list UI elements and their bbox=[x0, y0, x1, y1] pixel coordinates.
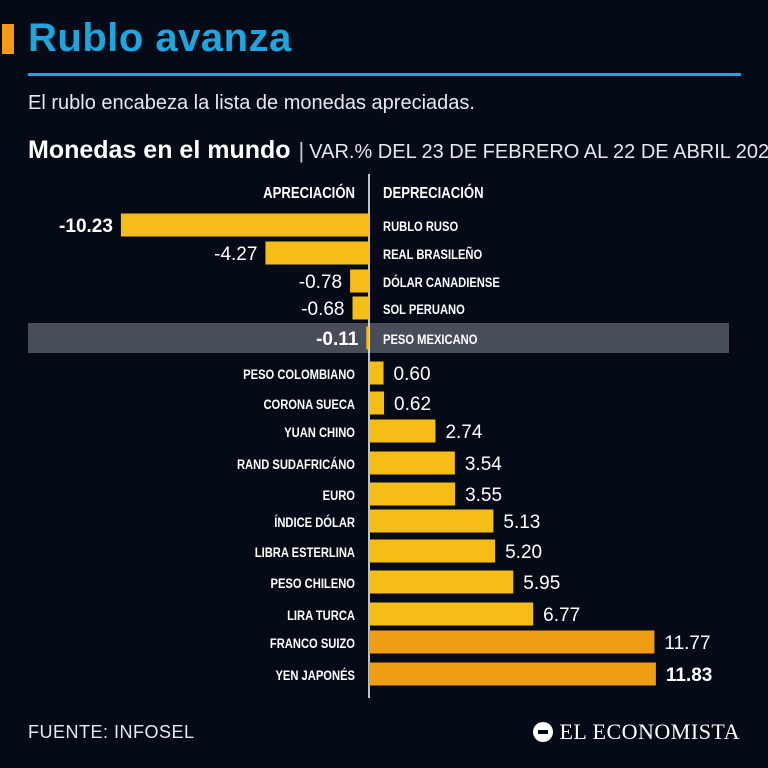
bar bbox=[369, 482, 456, 506]
category-label: FRANCO SUIZO bbox=[270, 636, 355, 651]
data-label: 5.13 bbox=[503, 512, 540, 533]
category-label: REAL BRASILEÑO bbox=[383, 246, 482, 263]
category-label: ÍNDICE DÓLAR bbox=[274, 514, 355, 531]
data-label: 3.54 bbox=[465, 454, 502, 475]
data-label: -0.78 bbox=[299, 272, 342, 293]
category-label: PESO CHILENO bbox=[271, 576, 356, 591]
data-label: -10.23 bbox=[59, 216, 113, 237]
bar bbox=[120, 213, 369, 237]
category-label: PESO COLOMBIANO bbox=[243, 367, 355, 382]
category-label: RUBLO RUSO bbox=[383, 219, 458, 234]
brand-logo: EL ECONOMISTA bbox=[533, 719, 740, 745]
bar bbox=[369, 539, 496, 563]
bar bbox=[369, 361, 384, 385]
bar bbox=[350, 269, 369, 293]
title-accent-bar bbox=[2, 24, 14, 54]
category-label: RAND SUDAFRICÁNO bbox=[237, 456, 355, 473]
category-label: YEN JAPONÉS bbox=[275, 667, 355, 684]
data-label: 5.20 bbox=[505, 542, 542, 563]
bar bbox=[369, 662, 656, 686]
chart-heading: Monedas en el mundo | VAR.% DEL 23 DE FEBR… bbox=[28, 136, 768, 165]
category-label: DÓLAR CANADIENSE bbox=[383, 274, 500, 291]
category-label: EURO bbox=[323, 488, 355, 503]
page-subtitle: El rublo encabeza la lista de monedas ap… bbox=[28, 92, 475, 114]
bar bbox=[369, 602, 534, 626]
bar bbox=[369, 570, 514, 594]
page-title: Rublo avanza bbox=[28, 16, 292, 60]
data-label: 6.77 bbox=[543, 605, 580, 626]
bar bbox=[265, 241, 369, 265]
category-label: LIBRA ESTERLINA bbox=[255, 545, 355, 560]
data-label: -4.27 bbox=[214, 244, 257, 265]
data-label: -0.11 bbox=[316, 329, 359, 350]
heading-separator: | bbox=[298, 138, 305, 163]
bar bbox=[369, 451, 455, 475]
category-label: LIRA TURCA bbox=[287, 608, 355, 623]
category-label: CORONA SUECA bbox=[263, 397, 355, 412]
bar bbox=[369, 630, 655, 654]
source-note: FUENTE: INFOSEL bbox=[28, 722, 195, 742]
data-label: 0.62 bbox=[394, 394, 431, 415]
bar bbox=[369, 509, 494, 533]
data-label: 0.60 bbox=[394, 364, 431, 385]
chart-title: Monedas en el mundo bbox=[28, 136, 291, 164]
category-label: SOL PERUANO bbox=[383, 302, 465, 317]
data-label: 11.83 bbox=[666, 665, 713, 686]
bar bbox=[369, 391, 385, 415]
data-label: 5.95 bbox=[523, 573, 560, 594]
chart-subtitle: VAR.% DEL 23 DE FEBRERO AL 22 DE ABRIL 2… bbox=[309, 141, 768, 163]
bar bbox=[352, 296, 369, 320]
highlight-band bbox=[28, 323, 729, 353]
category-label: YUAN CHINO bbox=[284, 425, 355, 440]
data-label: -0.68 bbox=[301, 299, 344, 320]
bar bbox=[369, 419, 436, 443]
data-label: 11.77 bbox=[664, 633, 710, 654]
data-label: 2.74 bbox=[445, 422, 482, 443]
depreciacion-label: DEPRECIACIÓN bbox=[383, 183, 484, 203]
bar bbox=[366, 326, 369, 350]
title-rule bbox=[28, 73, 741, 76]
brand-icon bbox=[533, 722, 554, 742]
data-label: 3.55 bbox=[465, 485, 502, 506]
category-label: PESO MEXICANO bbox=[383, 332, 478, 347]
apreciacion-label: APRECIACIÓN bbox=[263, 183, 355, 203]
brand-name: EL ECONOMISTA bbox=[559, 719, 740, 744]
